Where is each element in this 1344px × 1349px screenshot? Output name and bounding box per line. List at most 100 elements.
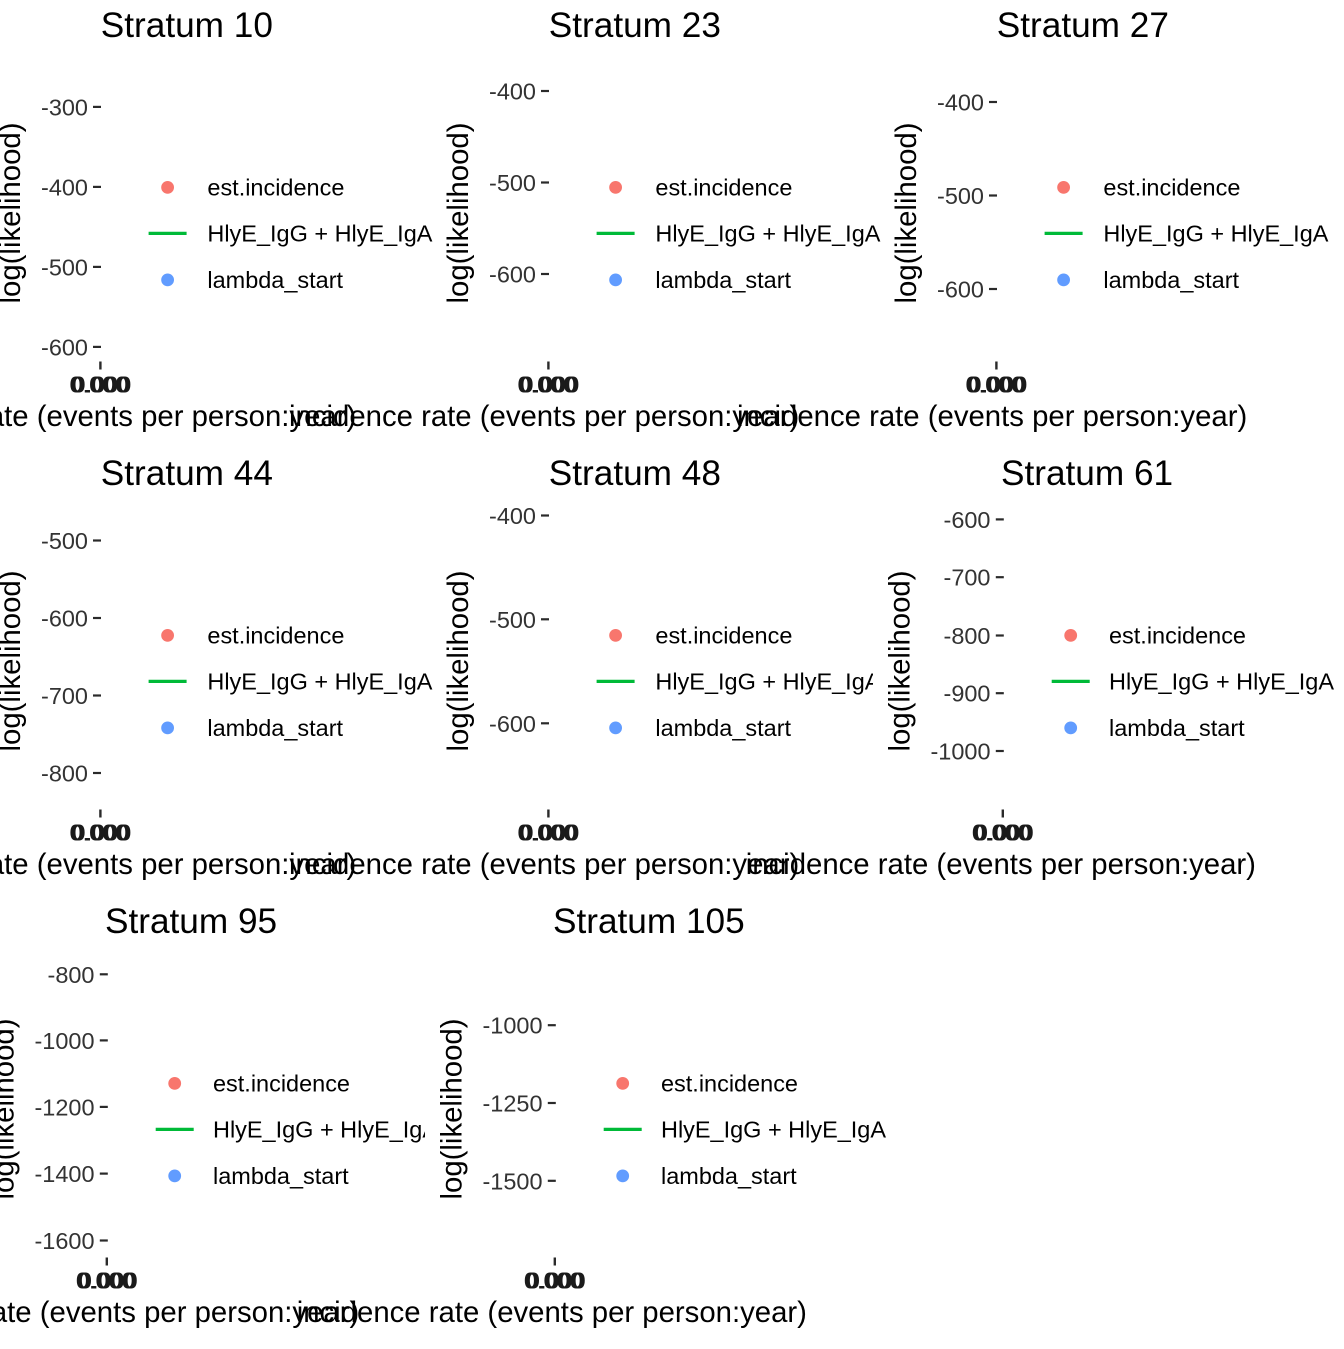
svg-text:-1500: -1500 — [482, 1168, 542, 1194]
svg-text:HlyE_IgG + HlyE_IgA: HlyE_IgG + HlyE_IgA — [655, 221, 880, 247]
svg-text:incidence rate (events per per: incidence rate (events per person:year) — [737, 400, 1247, 433]
svg-text:-700: -700 — [944, 565, 991, 591]
svg-text:Stratum 61: Stratum 61 — [1001, 454, 1173, 493]
svg-text:0.000: 0.000 — [973, 819, 1032, 845]
svg-text:0.000: 0.000 — [79, 1267, 138, 1293]
svg-text:0.000: 0.000 — [73, 371, 132, 397]
svg-text:lambda_start: lambda_start — [207, 267, 343, 293]
svg-text:0.000: 0.000 — [76, 1267, 135, 1293]
svg-text:-300: -300 — [41, 94, 88, 120]
svg-text:log(likelihood): log(likelihood) — [884, 571, 917, 752]
svg-text:HlyE_IgG + HlyE_IgA: HlyE_IgG + HlyE_IgA — [207, 221, 432, 247]
svg-text:-600: -600 — [937, 277, 984, 303]
svg-text:log(likelihood): log(likelihood) — [0, 1019, 21, 1200]
svg-text:-600: -600 — [489, 262, 536, 288]
svg-text:0.000: 0.000 — [966, 371, 1025, 397]
svg-text:0.000: 0.000 — [527, 1267, 586, 1293]
svg-text:incidence rate (events per per: incidence rate (events per person:year) — [289, 848, 799, 881]
svg-text:-600: -600 — [41, 606, 88, 632]
svg-text:log(likelihood): log(likelihood) — [436, 1019, 469, 1200]
svg-text:-1000: -1000 — [34, 1028, 94, 1054]
svg-text:log(likelihood): log(likelihood) — [442, 123, 475, 304]
svg-text:-900: -900 — [944, 681, 991, 707]
svg-text:-400: -400 — [489, 503, 536, 529]
svg-text:-600: -600 — [944, 507, 991, 533]
svg-text:est.incidence: est.incidence — [655, 623, 792, 649]
svg-text:0.000: 0.000 — [71, 371, 130, 397]
svg-text:-500: -500 — [489, 607, 536, 633]
svg-text:Stratum 105: Stratum 105 — [553, 902, 745, 941]
svg-text:est.incidence: est.incidence — [213, 1071, 350, 1097]
svg-text:-600: -600 — [41, 334, 88, 360]
svg-text:-800: -800 — [48, 962, 95, 988]
svg-text:incidence rate (events per per: incidence rate (events per person:year) — [746, 848, 1256, 881]
svg-text:-600: -600 — [489, 711, 536, 737]
svg-text:log(likelihood): log(likelihood) — [442, 571, 475, 752]
svg-text:0.000: 0.000 — [70, 371, 129, 397]
svg-text:0.000: 0.000 — [519, 371, 578, 397]
svg-text:0.000: 0.000 — [77, 1267, 136, 1293]
svg-text:est.incidence: est.incidence — [655, 175, 792, 201]
svg-text:0.000: 0.000 — [70, 819, 129, 845]
svg-text:-400: -400 — [937, 90, 984, 116]
svg-text:0.000: 0.000 — [521, 371, 580, 397]
svg-text:0.000: 0.000 — [71, 819, 130, 845]
svg-text:Stratum 48: Stratum 48 — [549, 454, 721, 493]
svg-text:-400: -400 — [41, 174, 88, 200]
svg-text:-1600: -1600 — [34, 1228, 94, 1254]
svg-text:lambda_start: lambda_start — [1109, 715, 1245, 741]
svg-text:-500: -500 — [489, 170, 536, 196]
svg-text:Stratum 23: Stratum 23 — [549, 6, 721, 45]
svg-text:0.000: 0.000 — [975, 819, 1034, 845]
svg-text:0.000: 0.000 — [519, 819, 578, 845]
svg-text:-500: -500 — [41, 254, 88, 280]
svg-text:log(likelihood): log(likelihood) — [890, 123, 923, 304]
svg-text:Stratum 44: Stratum 44 — [101, 454, 273, 493]
svg-text:lambda_start: lambda_start — [1103, 267, 1239, 293]
svg-text:lambda_start: lambda_start — [207, 715, 343, 741]
svg-text:HlyE_IgG + HlyE_IgA: HlyE_IgG + HlyE_IgA — [207, 669, 432, 695]
svg-text:-800: -800 — [944, 623, 991, 649]
svg-text:0.000: 0.000 — [525, 1267, 584, 1293]
svg-text:Stratum 10: Stratum 10 — [101, 6, 273, 45]
svg-text:-1000: -1000 — [930, 739, 990, 765]
svg-text:incidence rate (events per per: incidence rate (events per person:year) — [0, 1296, 359, 1329]
svg-text:lambda_start: lambda_start — [655, 267, 791, 293]
svg-text:-700: -700 — [41, 683, 88, 709]
svg-text:est.incidence: est.incidence — [1109, 623, 1246, 649]
svg-text:est.incidence: est.incidence — [1103, 175, 1240, 201]
svg-text:0.000: 0.000 — [972, 819, 1031, 845]
svg-text:-1250: -1250 — [482, 1091, 542, 1117]
svg-text:HlyE_IgG + HlyE_IgA: HlyE_IgG + HlyE_IgA — [213, 1117, 438, 1143]
svg-text:-1200: -1200 — [34, 1094, 94, 1120]
svg-text:-1400: -1400 — [34, 1161, 94, 1187]
svg-text:incidence rate (events per per: incidence rate (events per person:year) — [0, 848, 356, 881]
svg-text:log(likelihood): log(likelihood) — [0, 123, 27, 304]
svg-text:0.000: 0.000 — [518, 371, 577, 397]
svg-text:0.000: 0.000 — [518, 819, 577, 845]
svg-text:-400: -400 — [489, 79, 536, 105]
svg-text:lambda_start: lambda_start — [661, 1163, 797, 1189]
svg-text:HlyE_IgG + HlyE_IgA: HlyE_IgG + HlyE_IgA — [1109, 669, 1334, 695]
svg-text:Stratum 95: Stratum 95 — [105, 902, 277, 941]
svg-text:lambda_start: lambda_start — [213, 1163, 349, 1189]
svg-text:Stratum 27: Stratum 27 — [997, 6, 1169, 45]
svg-text:HlyE_IgG + HlyE_IgA: HlyE_IgG + HlyE_IgA — [655, 669, 880, 695]
svg-text:log(likelihood): log(likelihood) — [0, 571, 27, 752]
svg-text:-800: -800 — [41, 761, 88, 787]
svg-text:incidence rate (events per per: incidence rate (events per person:year) — [0, 400, 356, 433]
svg-text:est.incidence: est.incidence — [661, 1071, 798, 1097]
svg-text:incidence rate (events per per: incidence rate (events per person:year) — [289, 400, 799, 433]
svg-text:-1000: -1000 — [482, 1013, 542, 1039]
svg-text:HlyE_IgG + HlyE_IgA: HlyE_IgG + HlyE_IgA — [1103, 221, 1328, 247]
svg-text:0.000: 0.000 — [73, 819, 132, 845]
svg-text:0.000: 0.000 — [521, 819, 580, 845]
svg-text:est.incidence: est.incidence — [207, 623, 344, 649]
svg-text:0.000: 0.000 — [524, 1267, 583, 1293]
svg-text:est.incidence: est.incidence — [207, 175, 344, 201]
svg-text:-500: -500 — [937, 183, 984, 209]
svg-text:HlyE_IgG + HlyE_IgA: HlyE_IgG + HlyE_IgA — [661, 1117, 886, 1143]
svg-text:0.000: 0.000 — [969, 371, 1028, 397]
svg-text:incidence rate (events per per: incidence rate (events per person:year) — [297, 1296, 807, 1329]
svg-text:-500: -500 — [41, 528, 88, 554]
